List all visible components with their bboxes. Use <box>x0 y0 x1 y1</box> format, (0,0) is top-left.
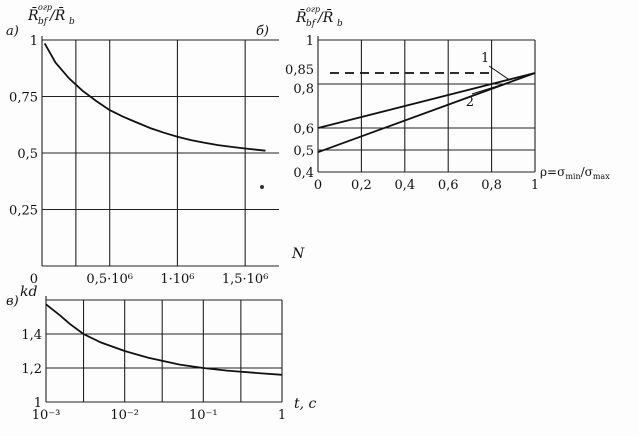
panel-b-ylabel-sup: огр <box>306 5 320 14</box>
panel-b-series-leader-0 <box>488 65 510 81</box>
panel-a-xtick-0: 0 <box>30 272 38 287</box>
panel-a-xtick-2: 1·10⁶ <box>160 272 194 287</box>
panel-a-ytick-0: 0,25 <box>9 204 38 219</box>
panel-c-label: в) <box>6 294 19 309</box>
panel-a-series <box>43 42 266 152</box>
panel-b-xtick-0: 0 <box>314 178 322 193</box>
panel-b-ylabel-rest: /R̄ <box>316 8 334 26</box>
panel-a-xlabel: N <box>291 246 305 262</box>
panel-a-xtick-3: 1,5·10⁶ <box>222 272 269 287</box>
panel-b-xticks: 0 0,2 0,4 0,6 0,8 1 <box>314 178 539 193</box>
panel-c-grid <box>45 296 283 403</box>
panel-c-series <box>45 303 283 376</box>
panel-b-xtick-2: 0,4 <box>394 178 415 193</box>
panel-b-series-line-1 <box>317 72 536 154</box>
panel-a-ylabel: R̄ bf огр /R̄ b <box>27 3 75 27</box>
panel-c-xticks: 10⁻³ 10⁻² 10⁻¹ 1 <box>32 408 286 423</box>
panel-b-xtick-3: 0,6 <box>438 178 459 193</box>
panel-b-ytick-2: 0,6 <box>293 122 314 137</box>
scan-dot <box>260 185 264 189</box>
panel-b-label: б) <box>256 24 269 39</box>
panel-b-ylabel-sub: bf <box>306 19 317 29</box>
panel-a-ytick-3: 1 <box>30 34 38 49</box>
panel-a-series-line-0 <box>43 42 266 152</box>
panel-c-ytick-0: 1 <box>34 396 42 411</box>
panel-a-label: а) <box>6 24 19 39</box>
panel-b-series-line-0 <box>317 72 536 129</box>
panel-a-ylabel-sub: bf <box>38 17 49 27</box>
panel-c-xtick-1: 10⁻² <box>110 408 139 423</box>
panel-a-ytick-1: 0,5 <box>17 147 38 162</box>
panel-a-ytick-2: 0,75 <box>9 91 38 106</box>
panel-a-xtick-1: 0,5·10⁶ <box>86 272 133 287</box>
panel-b-chart: б) R̄ bf огр /R̄ b ρ=σmin/σmax 0,4 0,5 0,6… <box>256 5 610 193</box>
panel-c-xtick-2: 10⁻¹ <box>189 408 218 423</box>
panel-a-xticks: 0 0,5·10⁶ 1·10⁶ 1,5·10⁶ <box>30 272 269 287</box>
panel-b-ylabel: R̄ bf огр /R̄ b <box>295 5 343 29</box>
panel-b-series-label-1: 2 <box>466 95 474 110</box>
panel-c-ytick-1: 1,2 <box>21 362 42 377</box>
panel-c-yticks: 1 1,2 1,4 <box>21 328 42 411</box>
panel-c-ytick-2: 1,4 <box>21 328 42 343</box>
panel-b-xlabel: ρ=σmin/σmax <box>540 165 610 181</box>
panel-a-ylabel-main: R̄ <box>27 6 39 24</box>
panel-c-series-line-0 <box>45 303 283 376</box>
panel-a-ylabel-rest-sub: b <box>69 17 75 27</box>
panel-b-ylabel-main: R̄ <box>295 8 307 26</box>
panel-b-ytick-5: 1 <box>306 34 314 49</box>
panel-c-chart: в) kd t, c 1 1,2 1,4 10⁻³ 10⁻² 10⁻¹ 1 <box>6 284 317 423</box>
panel-b-ytick-0: 0,4 <box>293 166 314 181</box>
panel-c-xtick-0: 10⁻³ <box>32 408 61 423</box>
panel-b-yticks: 0,4 0,5 0,6 0,8 0,85 1 <box>285 34 314 181</box>
panel-b-series: 12 <box>317 51 536 154</box>
panel-c-xtick-3: 1 <box>278 408 286 423</box>
panel-c-xlabel: t, c <box>294 396 317 412</box>
panel-b-xtick-4: 0,8 <box>481 178 502 193</box>
panel-b-ytick-1: 0,5 <box>293 144 314 159</box>
panel-a-yticks: 0,25 0,5 0,75 1 <box>9 34 38 219</box>
panel-b-series-leader-1 <box>471 82 510 95</box>
panel-a-ylabel-sup: огр <box>38 3 52 12</box>
panel-b-grid <box>317 36 536 173</box>
panel-a-chart: а) R̄ bf огр /R̄ b N 0,25 0,5 0,75 1 0 0,5·1… <box>6 3 305 287</box>
panel-a-ylabel-rest: /R̄ <box>48 6 66 24</box>
panel-b-ytick-4: 0,85 <box>285 63 314 78</box>
panel-b-series-label-0: 1 <box>481 51 489 66</box>
panel-b-ylabel-rest-sub: b <box>337 19 343 29</box>
panel-b-xtick-1: 0,2 <box>351 178 372 193</box>
panel-b-xtick-5: 1 <box>531 178 539 193</box>
panel-b-ytick-3: 0,8 <box>293 82 314 97</box>
panel-a-grid <box>41 36 279 267</box>
panel-c-ylabel: kd <box>20 284 37 300</box>
